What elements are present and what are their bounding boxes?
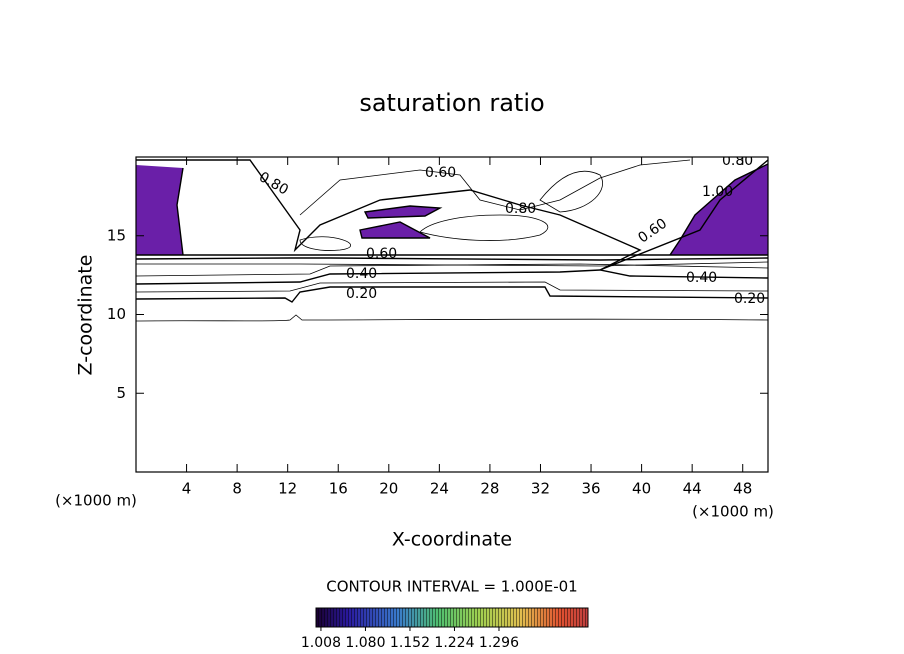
colorbar-tick-label: 1.008 xyxy=(301,635,341,651)
x-tick-label: 28 xyxy=(480,480,499,498)
contour-label: 0.40 xyxy=(686,270,717,286)
x-tick-label: 32 xyxy=(531,480,550,498)
contour-line xyxy=(136,257,768,261)
x-tick-label: 16 xyxy=(329,480,348,498)
y-axis-label: Z-coordinate xyxy=(75,255,97,376)
colorbar-tick-label: 1.152 xyxy=(390,635,430,651)
contour-line xyxy=(136,281,768,293)
contour-label: 0.60 xyxy=(366,246,397,262)
contour-line xyxy=(136,269,768,285)
contour-line xyxy=(136,261,768,267)
contour-line xyxy=(136,159,768,271)
x-tick-label: 20 xyxy=(379,480,398,498)
x-tick-label: 8 xyxy=(232,480,242,498)
contour-label: 0.80 xyxy=(505,201,536,217)
contour-interval: CONTOUR INTERVAL = 1.000E-01 xyxy=(326,578,577,596)
contour-label: 0.60 xyxy=(425,165,456,181)
x-tick-label: 40 xyxy=(632,480,651,498)
colorbar-frame xyxy=(315,607,589,628)
x-tick-label: 48 xyxy=(733,480,752,498)
x-unit-left: (×1000 m) xyxy=(55,492,137,510)
contour-label: 1.00 xyxy=(702,184,733,200)
filled-region xyxy=(136,165,183,255)
contour-line xyxy=(136,286,768,303)
contour-line xyxy=(136,263,768,277)
contour-label: 0.60 xyxy=(635,216,670,247)
contour-line xyxy=(176,163,768,256)
x-tick-label: 4 xyxy=(182,480,192,498)
x-axis-label: X-coordinate xyxy=(392,529,512,551)
filled-region xyxy=(365,206,440,218)
colorbar-tick-label: 1.224 xyxy=(434,635,474,651)
x-tick-label: 36 xyxy=(581,480,600,498)
contour-label: 0.40 xyxy=(346,266,377,282)
contour-label: 0.20 xyxy=(734,291,765,307)
plot-frame xyxy=(135,156,769,473)
y-tick-label: 5 xyxy=(116,384,126,402)
contour-line xyxy=(299,159,691,241)
x-tick-label: 12 xyxy=(278,480,297,498)
x-tick-label: 44 xyxy=(683,480,702,498)
colorbar-tick-label: 1.080 xyxy=(345,635,385,651)
contour-line xyxy=(136,314,768,322)
filled-region xyxy=(360,222,430,238)
x-unit-right: (×1000 m) xyxy=(692,503,774,521)
colorbar-tick-label: 1.296 xyxy=(479,635,519,651)
plot-area: 0.80 0.60 0.80 0.60 0.40 0.20 0.40 0.20 … xyxy=(136,153,768,322)
contour-label: 0.80 xyxy=(722,153,753,169)
y-tick-label: 15 xyxy=(107,226,126,244)
chart-title: saturation ratio xyxy=(359,89,544,117)
contour-label: 0.20 xyxy=(346,286,377,302)
y-tick-label: 10 xyxy=(107,305,126,323)
contour-line xyxy=(299,170,603,251)
filled-region xyxy=(670,164,768,255)
x-tick-label: 24 xyxy=(430,480,449,498)
